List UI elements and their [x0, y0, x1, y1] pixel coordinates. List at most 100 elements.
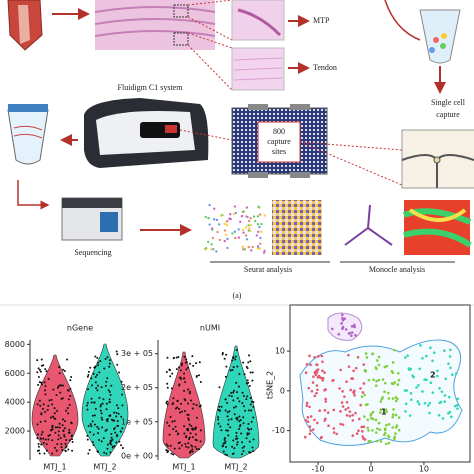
jitter-dot — [247, 354, 250, 357]
tsne-dot — [323, 389, 326, 392]
jitter-dot — [219, 425, 222, 428]
tsne-dot — [419, 344, 422, 347]
tsne-dot — [316, 388, 319, 392]
jitter-dot — [232, 439, 235, 442]
jitter-dot — [93, 414, 96, 417]
tsne-dot — [367, 429, 370, 432]
tsne-dot — [323, 419, 326, 422]
dot — [239, 220, 242, 224]
jitter-dot — [250, 420, 253, 423]
tsne-dot — [311, 381, 315, 384]
tsne-dot — [416, 400, 420, 403]
dot — [247, 219, 251, 223]
cluster-outline — [299, 339, 463, 447]
tsne-dot — [359, 403, 362, 407]
jitter-dot — [51, 452, 54, 455]
jitter-dot — [217, 418, 220, 421]
tsne-dot — [438, 386, 441, 390]
jitter-dot — [169, 415, 172, 418]
tsne-dot — [393, 381, 396, 384]
jitter-dot — [68, 431, 71, 434]
label-instrument: Fluidigm C1 system — [118, 83, 184, 92]
dot — [210, 227, 214, 230]
dot — [219, 214, 223, 217]
jitter-dot — [40, 358, 43, 361]
violin — [162, 351, 206, 459]
tsne-dot — [312, 375, 315, 378]
caption: (a) — [233, 291, 242, 300]
dot — [245, 238, 249, 241]
jitter-dot — [62, 429, 65, 432]
cluster-label: 2 — [430, 371, 436, 380]
tsne-dot — [397, 378, 401, 382]
jitter-dot — [64, 449, 67, 452]
jitter-dot — [219, 409, 222, 412]
tsne-dot — [341, 390, 344, 393]
jitter-dot — [238, 400, 241, 403]
jitter-dot — [168, 368, 171, 371]
jitter-dot — [171, 372, 174, 375]
jitter-dot — [106, 418, 109, 421]
jitter-dot — [47, 434, 50, 437]
jitter-dot — [184, 380, 187, 383]
jitter-dot — [94, 381, 97, 384]
jitter-dot — [191, 448, 194, 451]
jitter-dot — [118, 440, 121, 443]
jitter-dot — [187, 446, 190, 449]
jitter-dot — [36, 359, 39, 362]
jitter-dot — [45, 443, 48, 446]
jitter-dot — [177, 366, 180, 369]
jitter-dot — [239, 419, 242, 422]
jitter-dot — [36, 437, 39, 440]
jitter-dot — [62, 368, 65, 371]
jitter-dot — [68, 439, 71, 442]
tsne-dot — [363, 393, 366, 397]
jitter-dot — [51, 439, 54, 442]
tsne-dot — [377, 421, 381, 425]
jitter-dot — [48, 399, 51, 402]
cluster-label: 1 — [381, 408, 387, 417]
jitter-dot — [199, 440, 202, 443]
jitter-dot — [238, 428, 241, 431]
jitter-dot — [249, 403, 252, 406]
tsne-dot — [305, 363, 309, 366]
tsne-dot — [304, 435, 307, 439]
tsne-dot — [387, 435, 391, 439]
tsne-dot — [391, 361, 395, 364]
tsne-dot — [436, 369, 439, 373]
label-tendon: Tendon — [313, 63, 337, 72]
tsne-dot — [332, 431, 336, 434]
label-single-cell: capture — [436, 110, 460, 119]
label-capture-sites: 800 — [273, 127, 285, 136]
jitter-dot — [187, 417, 190, 420]
jitter-dot — [37, 442, 40, 445]
jitter-dot — [179, 376, 182, 379]
tsne-dot — [404, 410, 407, 413]
jitter-dot — [180, 410, 183, 413]
jitter-dot — [236, 416, 239, 419]
tsne-dot — [429, 346, 432, 350]
jitter-dot — [117, 412, 120, 415]
tsne-dot — [359, 387, 362, 390]
tsne-dot — [429, 381, 433, 384]
jitter-dot — [230, 395, 233, 398]
dot — [207, 216, 210, 220]
jitter-dot — [59, 391, 62, 394]
jitter-dot — [194, 433, 197, 436]
jitter-dot — [170, 387, 173, 390]
y-tick-label: 0 — [280, 386, 285, 395]
jitter-dot — [115, 404, 118, 407]
jitter-dot — [87, 452, 90, 455]
tsne-dot — [343, 317, 347, 320]
tsne-dot — [451, 373, 454, 376]
label-seurat: Seurat analysis — [244, 265, 292, 274]
jitter-dot — [37, 367, 40, 370]
jitter-dot — [116, 433, 119, 436]
jitter-dot — [166, 400, 169, 403]
dot — [244, 234, 248, 237]
dot — [241, 245, 245, 249]
jitter-dot — [46, 408, 49, 411]
jitter-dot — [41, 431, 44, 434]
tsne-dot — [393, 348, 397, 352]
jitter-dot — [194, 427, 197, 430]
